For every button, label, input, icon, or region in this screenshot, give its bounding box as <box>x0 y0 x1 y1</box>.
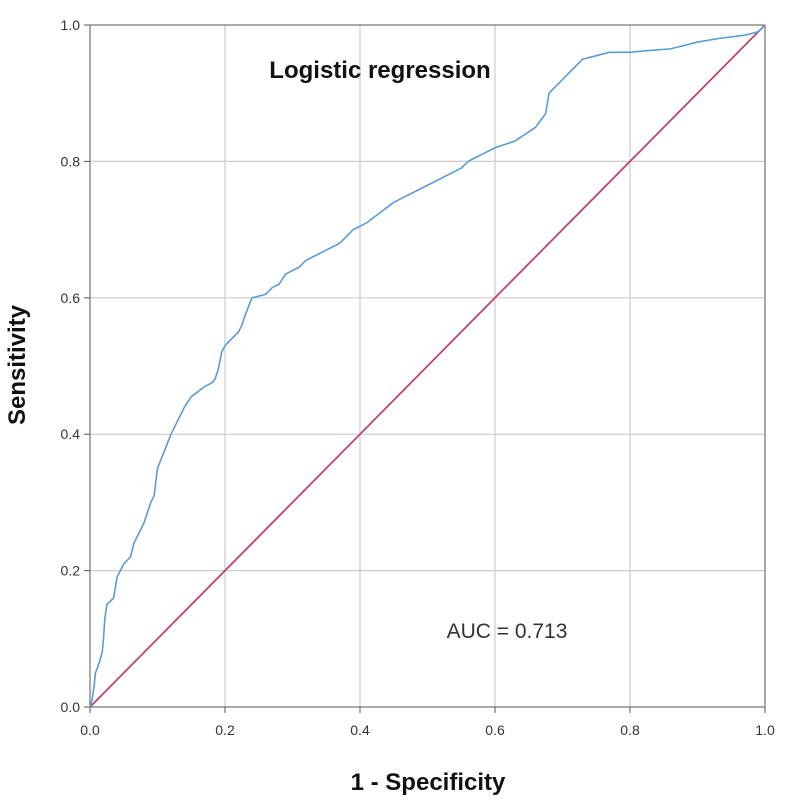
x-tick-label: 0.2 <box>215 722 235 738</box>
x-tick-label: 0.6 <box>485 722 505 738</box>
reference-diagonal-line <box>89 24 766 708</box>
x-tick-label: 0.8 <box>620 722 640 738</box>
auc-annotation: AUC = 0.713 <box>447 620 568 643</box>
x-tick-label: 0.0 <box>80 722 100 738</box>
y-tick-label: 0.4 <box>61 426 81 442</box>
y-tick-label: 0.0 <box>61 699 81 715</box>
series-layer <box>89 24 766 708</box>
plot-frame <box>89 24 766 708</box>
y-axis-title: Sensitivity <box>4 304 31 425</box>
chart-title: Logistic regression <box>269 57 490 84</box>
grid-lines <box>90 25 765 707</box>
y-tick-label: 0.8 <box>61 153 81 169</box>
y-tick-label: 0.6 <box>61 290 81 306</box>
x-axis-title: 1 - Specificity <box>351 769 506 796</box>
roc-curve-line <box>89 24 766 708</box>
x-tick-label: 0.4 <box>350 722 370 738</box>
x-tick-label: 1.0 <box>755 722 775 738</box>
tick-labels: 0.0 0.2 0.4 0.6 0.8 1.0 0.0 0.2 0.4 0.6 0.8 1.0 <box>61 17 775 738</box>
y-tick-label: 0.2 <box>61 563 81 579</box>
y-tick-label: 1.0 <box>61 17 81 33</box>
